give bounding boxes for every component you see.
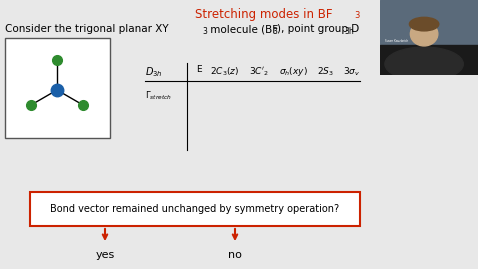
Text: 3: 3 xyxy=(202,27,207,36)
Text: $\Gamma_{stretch}$: $\Gamma_{stretch}$ xyxy=(145,90,172,102)
Text: ), point group D: ), point group D xyxy=(277,24,359,34)
Text: Consider the trigonal planar XY: Consider the trigonal planar XY xyxy=(5,24,169,34)
Text: $2S_3$: $2S_3$ xyxy=(316,65,334,77)
Bar xyxy=(5,38,110,138)
Bar xyxy=(380,45,478,75)
Ellipse shape xyxy=(385,47,463,81)
Text: E: E xyxy=(196,65,202,74)
Ellipse shape xyxy=(411,22,438,46)
Text: 3: 3 xyxy=(354,11,359,20)
Text: molecule (BF: molecule (BF xyxy=(207,24,278,34)
Text: $3C'_2$: $3C'_2$ xyxy=(249,65,269,77)
Bar xyxy=(380,0,478,45)
Text: $3\sigma_v$: $3\sigma_v$ xyxy=(343,65,360,77)
Text: Susan Kauzlarich: Susan Kauzlarich xyxy=(385,39,408,43)
Text: $2C_3(z)$: $2C_3(z)$ xyxy=(210,65,239,77)
Text: no: no xyxy=(228,250,242,260)
Text: Stretching modes in BF: Stretching modes in BF xyxy=(195,8,333,21)
Text: Bond vector remained unchanged by symmetry operation?: Bond vector remained unchanged by symmet… xyxy=(51,204,339,214)
Text: $\sigma_h(xy)$: $\sigma_h(xy)$ xyxy=(279,65,307,78)
Text: 3: 3 xyxy=(272,27,277,36)
Text: $D_{3h}$: $D_{3h}$ xyxy=(145,65,163,79)
Ellipse shape xyxy=(409,17,439,31)
Text: yes: yes xyxy=(96,250,115,260)
Bar xyxy=(30,192,360,226)
Text: 3h: 3h xyxy=(344,27,354,36)
